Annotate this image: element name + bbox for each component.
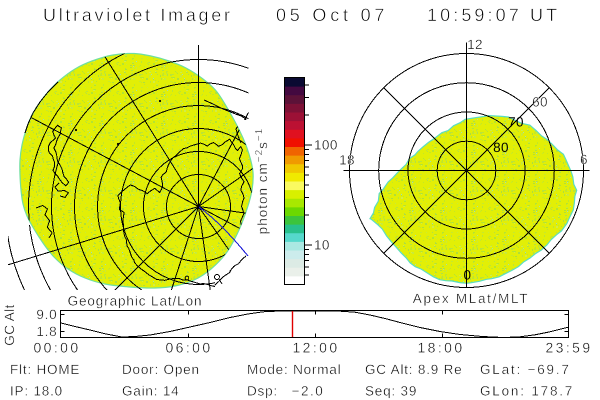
svg-text:Seq: 39: Seq: 39: [365, 384, 417, 399]
svg-text:10:59:07 UT: 10:59:07 UT: [427, 5, 560, 25]
svg-text:80: 80: [493, 140, 509, 155]
svg-text:12:00: 12:00: [292, 340, 339, 356]
svg-text:GLon: 178.7: GLon: 178.7: [480, 384, 574, 399]
svg-text:Dsp: −2.0: Dsp: −2.0: [247, 384, 324, 399]
svg-text:Door: Open: Door: Open: [122, 362, 200, 377]
svg-text:18:00: 18:00: [417, 340, 464, 356]
svg-text:IP: 18.0: IP: 18.0: [10, 384, 63, 399]
svg-text:12: 12: [467, 37, 483, 52]
svg-text:06:00: 06:00: [165, 340, 212, 356]
svg-text:Ultraviolet Imager: Ultraviolet Imager: [43, 5, 233, 25]
svg-text:6: 6: [580, 152, 588, 167]
svg-text:Flt: HOME: Flt: HOME: [10, 362, 80, 377]
svg-text:00:00: 00:00: [33, 340, 80, 356]
svg-text:10: 10: [314, 238, 330, 253]
svg-text:photon cm−2s−1: photon cm−2s−1: [254, 128, 270, 235]
svg-text:GLat: −69.7: GLat: −69.7: [480, 362, 571, 377]
svg-text:100: 100: [314, 138, 338, 153]
svg-text:Geographic Lat/Lon: Geographic Lat/Lon: [68, 294, 203, 309]
svg-text:60: 60: [532, 95, 548, 110]
svg-text:GC Alt: GC Alt: [2, 304, 17, 345]
svg-text:Apex MLat/MLT: Apex MLat/MLT: [413, 291, 529, 306]
svg-text:Mode: Normal: Mode: Normal: [247, 362, 341, 377]
svg-text:0: 0: [464, 268, 472, 283]
svg-text:Gain: 14: Gain: 14: [122, 384, 179, 399]
svg-text:05 Oct 07: 05 Oct 07: [276, 5, 388, 25]
svg-text:18: 18: [339, 153, 355, 168]
svg-text:23:59: 23:59: [545, 340, 592, 356]
svg-text:GC Alt: 8.9 Re: GC Alt: 8.9 Re: [365, 362, 463, 377]
svg-text:1.8: 1.8: [36, 324, 57, 339]
svg-text:70: 70: [508, 115, 524, 130]
svg-text:9.0: 9.0: [36, 307, 57, 322]
